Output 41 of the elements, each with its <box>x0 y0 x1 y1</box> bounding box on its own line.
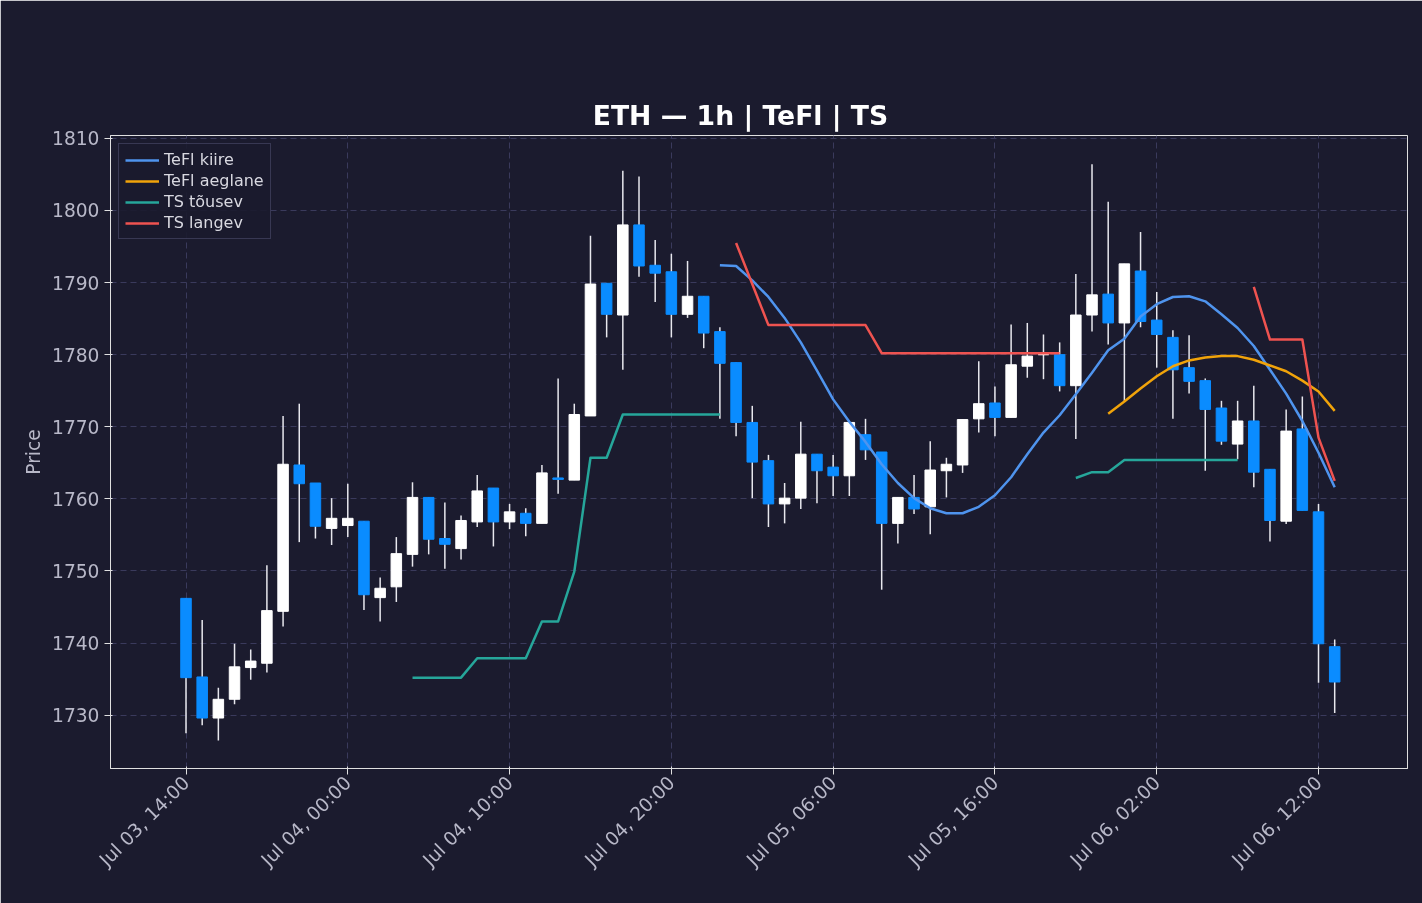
candlestick <box>811 453 823 504</box>
candlestick <box>778 482 791 525</box>
legend-label: TeFl kiire <box>164 150 234 169</box>
y-tick-label: 1770 <box>52 416 100 438</box>
candlestick <box>649 239 661 303</box>
candlestick <box>940 457 953 499</box>
line-series <box>1106 354 1336 416</box>
y-tick-label: 1790 <box>52 272 100 294</box>
line-series <box>718 264 1336 515</box>
candlestick <box>244 648 257 681</box>
candlestick <box>681 260 694 319</box>
y-axis-title: Price <box>23 429 45 475</box>
y-tick-label: 1740 <box>52 633 100 655</box>
candlestick <box>1231 400 1244 460</box>
candlestick <box>342 482 354 538</box>
candlestick <box>503 503 516 530</box>
y-tick-label: 1780 <box>52 344 100 366</box>
candlestick <box>1037 333 1050 380</box>
legend-label: TS tõusev <box>164 192 243 211</box>
candlestick <box>293 402 306 543</box>
candlestick <box>325 497 338 546</box>
candlestick <box>1183 334 1195 395</box>
candlestick <box>439 501 451 570</box>
candlestick <box>212 687 225 742</box>
candlestick <box>552 377 564 495</box>
candlestick <box>1021 322 1034 379</box>
y-tick-label: 1760 <box>52 488 100 510</box>
candlestick <box>374 576 386 623</box>
candlestick <box>989 385 1001 437</box>
candlestick <box>973 360 985 434</box>
candlestick <box>827 454 839 497</box>
legend-label: TS langev <box>164 213 243 232</box>
candlestick <box>1150 291 1163 369</box>
chart-title: ETH — 1h | TeFl | TS <box>592 99 889 132</box>
y-tick-label: 1810 <box>52 128 100 150</box>
y-tick-label: 1730 <box>52 705 100 727</box>
candlestick <box>520 507 532 538</box>
y-tick-label: 1800 <box>52 200 100 222</box>
legend-label: TeFl aeglane <box>164 171 264 190</box>
y-tick-label: 1750 <box>52 560 100 582</box>
candlestick <box>1086 163 1098 333</box>
